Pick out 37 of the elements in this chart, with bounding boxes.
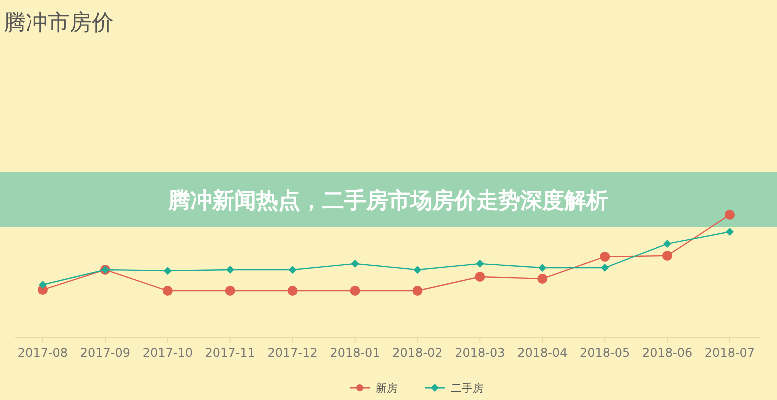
point	[601, 264, 610, 272]
legend-label: 二手房	[451, 382, 484, 395]
point	[664, 240, 672, 248]
x-tick-label: 2017-08	[18, 346, 68, 360]
x-tick-label: 2018-01	[330, 346, 380, 360]
x-tick-label: 2018-06	[642, 346, 693, 360]
x-tick-label: 2018-04	[518, 346, 568, 360]
point	[726, 228, 734, 236]
point	[351, 260, 360, 268]
point	[39, 280, 47, 289]
point	[538, 264, 547, 272]
x-tick-label: 2017-11	[205, 346, 256, 360]
point	[412, 286, 423, 296]
x-tick-label: 2018-05	[580, 346, 630, 360]
point	[350, 286, 360, 296]
point	[414, 266, 422, 274]
point	[164, 266, 172, 275]
point	[600, 252, 610, 262]
point	[288, 266, 297, 274]
point	[662, 250, 673, 261]
point	[226, 266, 234, 274]
point	[475, 272, 486, 282]
point	[476, 260, 484, 268]
point	[288, 286, 298, 296]
point	[162, 286, 173, 296]
point	[725, 210, 735, 220]
x-tick-label: 2018-02	[392, 346, 443, 360]
x-tick-label: 2017-10	[142, 346, 193, 360]
chart-title: 腾冲市房价	[4, 11, 114, 36]
point	[225, 286, 236, 296]
point	[538, 274, 548, 284]
x-tick-label: 2017-09	[80, 346, 131, 360]
legend-label: 新房	[376, 382, 398, 395]
x-tick-label: 2018-07	[704, 346, 756, 360]
x-tick-label: 2018-03	[455, 346, 506, 360]
x-tick-label: 2017-12	[268, 346, 318, 360]
chart-subtitle: 腾冲新闻热点，二手房市场房价走势深度解析	[168, 188, 608, 214]
